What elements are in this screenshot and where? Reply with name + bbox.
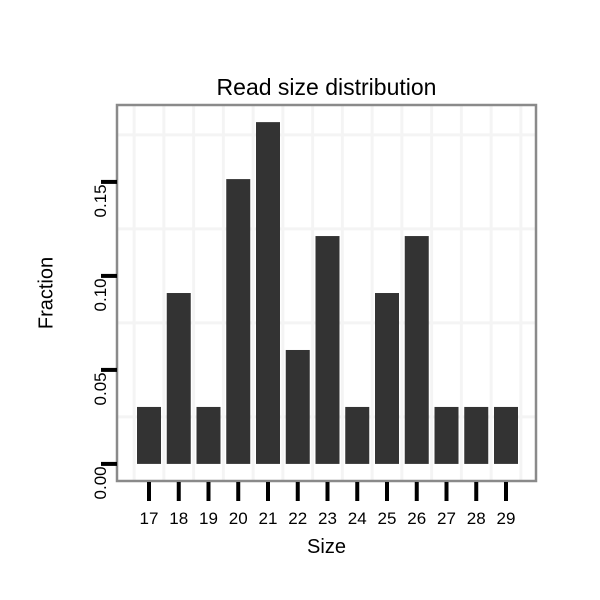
x-tick-label-18: 18 (169, 509, 188, 528)
x-tick-label-22: 22 (288, 509, 307, 528)
chart-title: Read size distribution (216, 74, 437, 100)
bar-size-28 (464, 406, 489, 464)
x-tick-mark (176, 482, 181, 501)
x-tick-label-21: 21 (259, 509, 278, 528)
bar-size-29 (494, 406, 518, 464)
x-tick-label-27: 27 (437, 509, 456, 528)
x-tick-label-26: 26 (407, 509, 426, 528)
y-tick-mark (101, 273, 117, 278)
bar-size-20 (226, 179, 251, 464)
x-tick-mark (355, 482, 360, 501)
bar-size-21 (256, 122, 280, 464)
y-tick-mark (101, 367, 117, 372)
panel-border (115, 103, 538, 483)
x-axis-title: Size (307, 536, 346, 558)
x-tick-mark (504, 482, 508, 501)
bar-size-27 (434, 406, 459, 464)
x-tick-label-17: 17 (140, 509, 159, 528)
x-tick-label-29: 29 (497, 509, 516, 528)
y-tick-mark (101, 179, 117, 184)
x-tick-mark (295, 482, 300, 501)
y-tick-mark (101, 461, 117, 466)
x-tick-label-25: 25 (378, 509, 397, 528)
x-tick-mark (385, 482, 389, 501)
bar-size-22 (285, 349, 310, 464)
x-tick-mark (474, 482, 479, 501)
bar-size-25 (375, 293, 399, 464)
bar-size-24 (345, 406, 370, 464)
y-tick-label-0.15: 0.15 (91, 184, 110, 217)
x-tick-label-19: 19 (199, 509, 218, 528)
x-tick-label-28: 28 (467, 509, 486, 528)
bar-size-17 (137, 406, 161, 464)
x-tick-mark (206, 482, 211, 501)
x-tick-mark (414, 482, 419, 501)
bar-size-26 (404, 236, 429, 464)
x-tick-label-23: 23 (318, 509, 337, 528)
y-tick-label-0.05: 0.05 (91, 372, 110, 405)
bar-size-23 (315, 236, 340, 464)
x-tick-label-20: 20 (229, 509, 248, 528)
x-tick-mark (147, 482, 151, 501)
x-tick-mark (266, 482, 270, 501)
x-tick-mark (444, 482, 449, 501)
x-tick-mark (236, 482, 241, 501)
x-tick-label-24: 24 (348, 509, 367, 528)
bar-size-18 (166, 293, 191, 464)
x-tick-mark (325, 482, 330, 501)
y-tick-label-0.10: 0.10 (91, 278, 110, 311)
y-tick-label-0.00: 0.00 (91, 466, 110, 499)
bar-size-19 (196, 406, 221, 464)
